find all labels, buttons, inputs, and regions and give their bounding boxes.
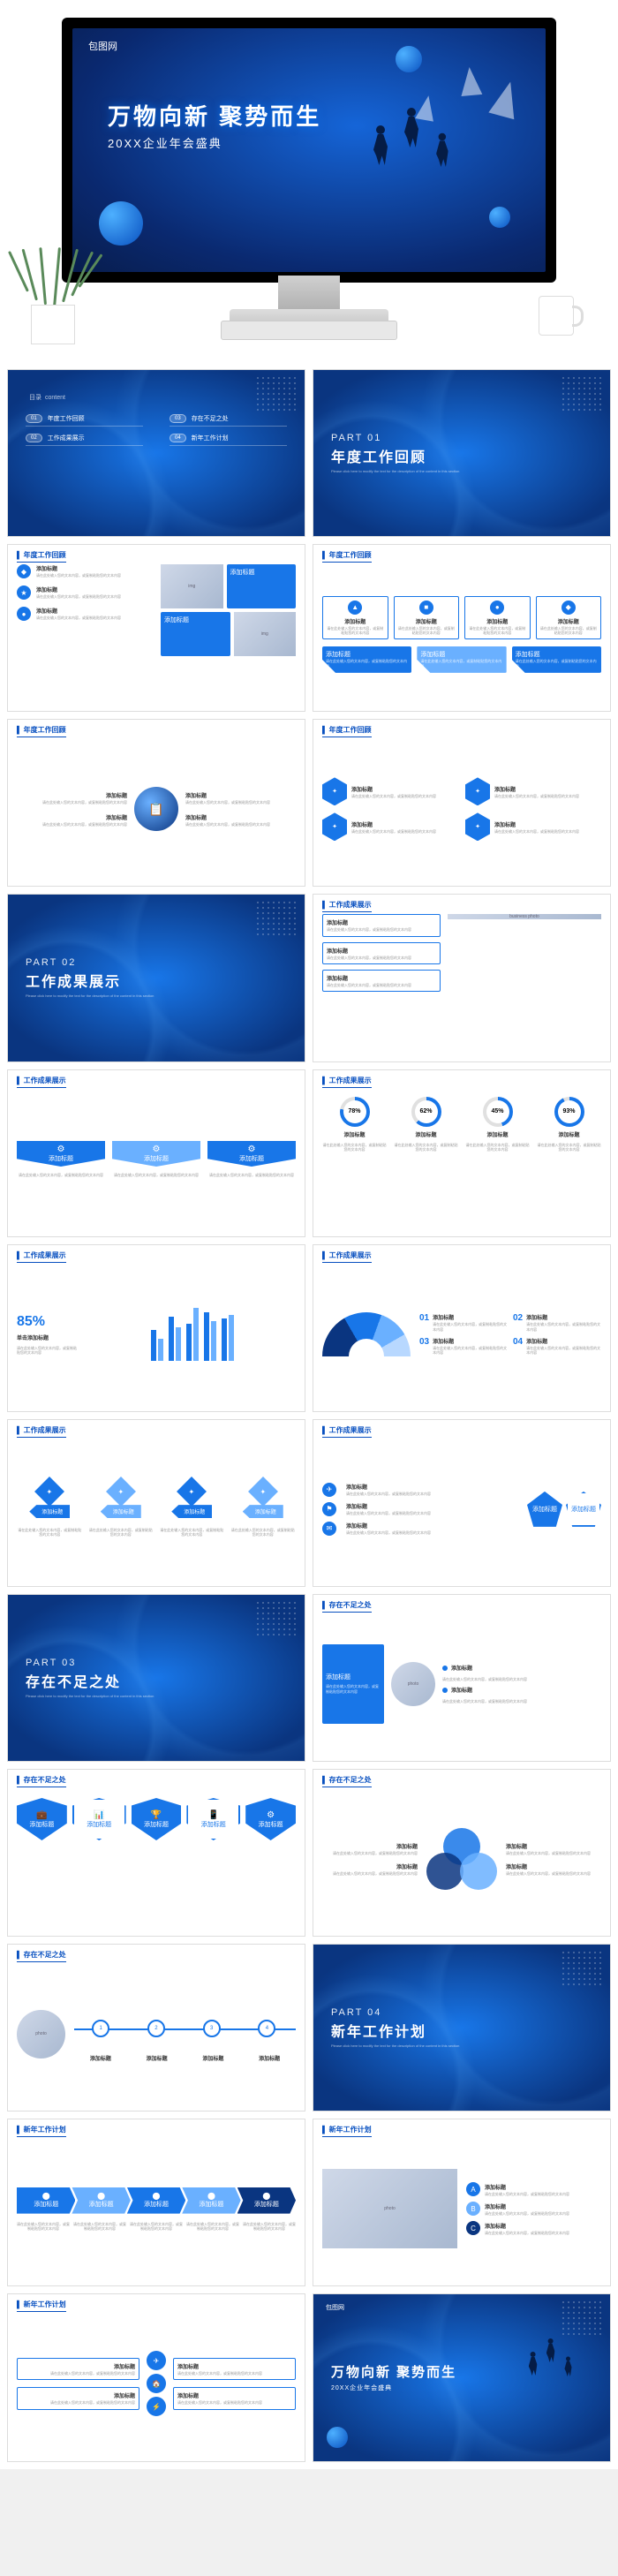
slide-review-4: 年度工作回顾 ✦添加标题请在此处输入您的文本内容，或复制粘贴您的文本内容 ✦添加… [313, 719, 611, 887]
slide-review-3: 年度工作回顾 添加标题请在此处输入您的文本内容，或复制粘贴您的文本内容 添加标题… [7, 719, 305, 887]
slide-plan-abc: 新年工作计划 photo A添加标题请在此处输入您的文本内容，或复制粘贴您的文本… [313, 2119, 611, 2286]
slide-grid: 目录content 01年度工作回顾 03存在不足之处 02工作成果展示 04新… [0, 362, 618, 2469]
desk-items [0, 274, 618, 344]
slide-closing: 包图网 万物向新 聚势而生 20XX企业年会盛典 [313, 2293, 611, 2461]
slide-results-1: 工作成果展示 添加标题请在此处输入您的文本内容，或复制粘贴您的文本内容 添加标题… [313, 894, 611, 1061]
runners-graphic [369, 108, 475, 196]
slide-results-gauge: 工作成果展示 01添加标题请在此处输入您的文本内容，或复制粘贴您的文本内容 02… [313, 1244, 611, 1412]
slide-issues-2: 存在不足之处 💼添加标题 📊添加标题 🏆添加标题 📱添加标题 ⚙添加标题 [7, 1769, 305, 1937]
slide-part-01: PART 01 年度工作回顾 Please click here to modi… [313, 369, 611, 537]
closing-subtitle: 20XX企业年会盛典 [331, 2383, 456, 2392]
toc-items: 01年度工作回顾 03存在不足之处 02工作成果展示 04新年工作计划 [26, 414, 287, 446]
chevron-process: ⬤添加标题 ⬤添加标题 ⬤添加标题 ⬤添加标题 ⬤添加标题 [17, 2187, 296, 2214]
brand-logo: 包图网 [326, 2303, 344, 2312]
hero-subtitle: 20XX企业年会盛典 [108, 134, 222, 151]
slide-plan-chevrons: 新年工作计划 ⬤添加标题 ⬤添加标题 ⬤添加标题 ⬤添加标题 ⬤添加标题 请在此… [7, 2119, 305, 2286]
slide-results-rings: 工作成果展示 78%添加标题请在此处输入您的文本内容，或复制粘贴您的文本内容 6… [313, 1069, 611, 1237]
slide-results-pentagons: 工作成果展示 ✈添加标题请在此处输入您的文本内容，或复制粘贴您的文本内容 ⚑添加… [313, 1419, 611, 1587]
toc-title: 目录content [26, 388, 65, 402]
mug [539, 296, 574, 336]
keyboard [221, 321, 397, 340]
slide-issues-timeline: 存在不足之处 photo 1 2 3 4 添加标题 添加标题 添加标题 添加标题 [7, 1944, 305, 2111]
hero-monitor-section: 包图网 万物向新 聚势而生 20XX企业年会盛典 [0, 0, 618, 362]
bar-chart [89, 1308, 296, 1361]
slide-results-2: 工作成果展示 ⚙添加标题 ⚙添加标题 ⚙添加标题 请在此处输入您的文本内容，或复… [7, 1069, 305, 1237]
slide-part-02: PART 02 工作成果展示 Please click here to modi… [7, 894, 305, 1061]
slide-review-1: 年度工作回顾 ◆添加标题请在此处输入您的文本内容，或复制粘贴您的文本内容 ★添加… [7, 544, 305, 712]
slide-toc: 目录content 01年度工作回顾 03存在不足之处 02工作成果展示 04新… [7, 369, 305, 537]
slide-part-03: PART 03 存在不足之处 Please click here to modi… [7, 1594, 305, 1762]
slide-issues-venn: 存在不足之处 添加标题请在此处输入您的文本内容，或复制粘贴您的文本内容 添加标题… [313, 1769, 611, 1937]
closing-title: 万物向新 聚势而生 [331, 2362, 456, 2381]
venn-diagram [426, 1828, 497, 1890]
big-percent: 85% [17, 1314, 79, 1330]
slide-results-diamonds: 工作成果展示 ✦添加标题 ✦添加标题 ✦添加标题 ✦添加标题 请在此处输入您的文… [7, 1419, 305, 1587]
gauge-chart [322, 1312, 411, 1356]
brand-logo: 包图网 [88, 39, 117, 53]
ring-chart: 78%添加标题请在此处输入您的文本内容，或复制粘贴您的文本内容 62%添加标题请… [322, 1090, 601, 1229]
slide-issues-1: 存在不足之处 添加标题请在此处输入您的文本内容，或复制粘贴您的文本内容 phot… [313, 1594, 611, 1762]
monitor-screen: 包图网 万物向新 聚势而生 20XX企业年会盛典 [62, 18, 556, 283]
hero-title: 万物向新 聚势而生 [108, 99, 321, 132]
slide-review-2: 年度工作回顾 ▲添加标题请在此处输入您的文本内容，或复制粘贴您的文本内容 ■添加… [313, 544, 611, 712]
slide-part-04: PART 04 新年工作计划 Please click here to modi… [313, 1944, 611, 2111]
slide-results-bars: 工作成果展示 85% 单击添加标题 请在此处输入您的文本内容，或复制粘贴您的文本… [7, 1244, 305, 1412]
plant [18, 247, 88, 344]
slide-plan-symmetric: 新年工作计划 添加标题请在此处输入您的文本内容，或复制粘贴您的文本内容 添加标题… [7, 2293, 305, 2461]
timeline: 1 2 3 4 [74, 2006, 296, 2051]
